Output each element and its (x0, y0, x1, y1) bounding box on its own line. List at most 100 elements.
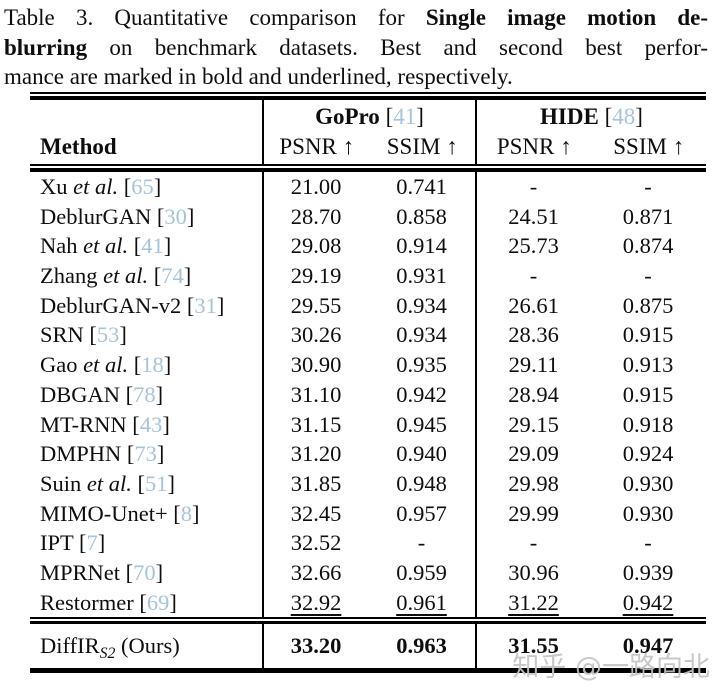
hide-psnr-value: 26.61 (475, 290, 590, 321)
value-text: 0.945 (396, 411, 447, 437)
value-text: 32.52 (290, 530, 342, 556)
value-text: 0.942 (396, 381, 447, 407)
gopro-ssim-value: 0.961 (368, 588, 475, 618)
citation-link[interactable]: 7 (86, 530, 98, 556)
gopro-psnr-value: 32.92 (262, 587, 368, 618)
hide-psnr-value: 24.51 (475, 201, 590, 232)
gopro-psnr-value: 29.19 (262, 261, 368, 291)
value-text: 0.959 (396, 559, 447, 585)
table-row: Restormer [69] 32.92 0.961 31.22 0.942 (30, 587, 706, 618)
table-row: MIMO-Unet+ [8] 32.45 0.957 29.99 0.930 (30, 498, 706, 529)
method-cell: MT-RNN [43] (30, 410, 262, 440)
text-segment: ] (163, 352, 172, 378)
watermark: 知乎 @一路向北 (512, 652, 710, 683)
text-segment: MPRNet [ (40, 559, 134, 585)
table-row: IPT [7] 32.52 - - - (30, 528, 706, 558)
hide-psnr-value: 29.98 (475, 468, 590, 499)
method-cell: Zhang et al. [74] (30, 261, 262, 291)
value-text: 31.15 (290, 411, 342, 437)
citation-link[interactable]: 31 (194, 292, 217, 318)
caption-line: mance are marked in bold and underlined,… (4, 62, 708, 92)
value-text: 29.19 (290, 263, 342, 289)
text-segment: ] (162, 411, 170, 437)
citation-link[interactable]: 43 (139, 411, 163, 437)
citation-link[interactable]: 70 (133, 559, 156, 585)
method-cell: DeblurGAN [30] (30, 202, 262, 232)
citation-link[interactable]: 65 (131, 174, 154, 199)
table-row: Nah et al. [41] 29.08 0.914 25.73 0.874 (30, 231, 706, 262)
value-text: 0.947 (622, 633, 674, 659)
table-bottom-rule (30, 668, 706, 674)
citation-link[interactable]: 41 (141, 233, 164, 259)
text-segment: on benchmark datasets. Best and second b… (87, 34, 708, 60)
text-segment: [ (128, 352, 142, 378)
gopro-ssim-value: 0.931 (368, 261, 475, 291)
value-text: 0.741 (396, 174, 447, 199)
hide-psnr-value: 29.99 (475, 498, 590, 529)
text-segment: Restormer [ (40, 589, 147, 615)
text-segment: Single image motion de- (425, 5, 708, 30)
citation-link[interactable]: 8 (180, 500, 193, 526)
value-text: 29.11 (508, 352, 559, 378)
header-separator-rule (30, 164, 706, 172)
text-segment: [ (131, 470, 146, 496)
hide-ssim-value: 0.924 (590, 439, 706, 469)
text-segment: et al. (83, 352, 129, 378)
table-row: DMPHN [73] 31.20 0.940 29.09 0.924 (30, 439, 706, 469)
citation-link[interactable]: 41 (393, 104, 417, 129)
value-text: 29.99 (508, 500, 559, 526)
dataset-title: HIDE [48] (477, 100, 706, 132)
citation-link[interactable]: 73 (134, 441, 157, 467)
hide-ssim-value: 0.918 (590, 410, 706, 440)
value-text: 25.73 (508, 233, 559, 259)
method-cell: Nah et al. [41] (30, 231, 262, 261)
gopro-ssim-value: 0.858 (368, 202, 475, 232)
text-segment: (Ours) (115, 633, 180, 659)
citation-link[interactable]: 30 (164, 203, 187, 229)
value-text: - (529, 530, 538, 556)
value-text: 0.931 (396, 263, 447, 289)
text-segment: ] (163, 233, 172, 259)
hide-ssim-value: 0.930 (590, 469, 706, 499)
hide-ssim-value: 0.871 (590, 202, 706, 232)
citation-link[interactable]: 53 (96, 322, 120, 348)
paper-table: Method GoPro [41] PSNR ↑ SSIM ↑ HIDE [48] PS… (30, 92, 706, 674)
citation-link[interactable]: 48 (612, 104, 636, 129)
text-segment: ] (183, 263, 192, 289)
text-segment: IPT [ (40, 530, 87, 556)
value-text: 28.36 (508, 322, 559, 348)
citation-link[interactable]: 69 (146, 589, 170, 615)
value-text: 31.22 (508, 589, 559, 615)
citation-link[interactable]: 78 (133, 381, 156, 407)
table-row: SRN [53] 30.26 0.934 28.36 0.915 (30, 320, 706, 351)
gopro-ssim-value: 0.948 (368, 469, 475, 499)
value-text: 31.10 (290, 381, 342, 407)
hide-ssim-value: 0.947 (590, 624, 706, 668)
text-segment: [ (379, 104, 394, 129)
citation-link[interactable]: 74 (161, 263, 184, 289)
text-segment: Gao (40, 352, 84, 378)
value-text: 0.924 (622, 441, 674, 467)
hide-ssim-value: - (590, 172, 706, 202)
citation-link[interactable]: 18 (141, 352, 164, 378)
table-header: Method GoPro [41] PSNR ↑ SSIM ↑ HIDE [48] PS… (30, 100, 706, 164)
gopro-psnr-value: 31.20 (262, 439, 368, 469)
gopro-psnr-value: 31.85 (262, 468, 368, 499)
hide-ssim-value: 0.915 (590, 320, 706, 350)
text-segment: ] (153, 174, 162, 199)
gopro-ssim-value: 0.934 (368, 291, 475, 321)
gopro-ssim-value: 0.741 (368, 172, 475, 202)
method-cell: MIMO-Unet+ [8] (30, 499, 262, 529)
text-segment: ] (169, 589, 177, 615)
text-segment: SRN [ (40, 322, 97, 348)
gopro-ssim-value: - (368, 528, 475, 558)
citation-link[interactable]: 51 (145, 470, 168, 496)
text-segment: ] (97, 530, 106, 556)
table-row: DeblurGAN [30] 28.70 0.858 24.51 0.871 (30, 201, 706, 232)
text-segment: [ (598, 104, 613, 129)
value-text: 24.51 (508, 203, 559, 229)
text-segment: DMPHN [ (40, 441, 135, 467)
value-text: 0.915 (622, 322, 674, 348)
value-text: 28.94 (508, 381, 559, 407)
hide-ssim-value: 0.915 (590, 380, 706, 410)
